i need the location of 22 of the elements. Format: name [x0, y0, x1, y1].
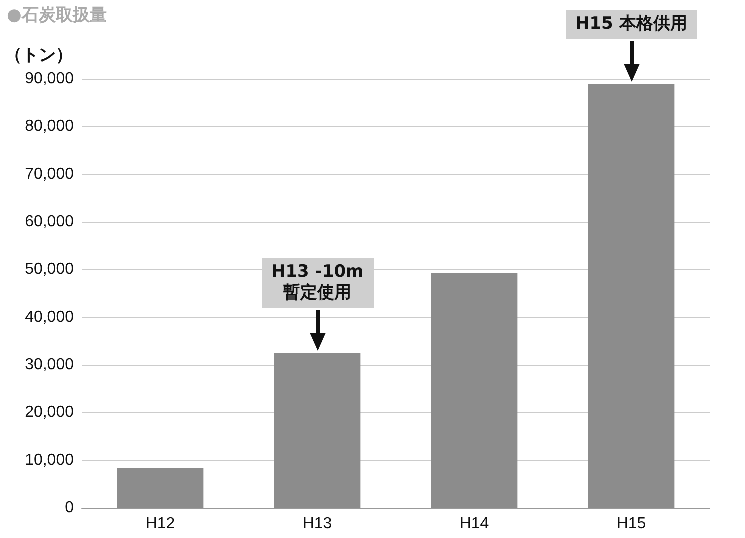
- bar: [274, 353, 361, 508]
- y-tick-label: 10,000: [25, 452, 74, 469]
- bar: [431, 273, 518, 508]
- y-tick-label: 90,000: [25, 70, 74, 88]
- y-tick-label: 20,000: [25, 404, 74, 422]
- y-tick-label: 50,000: [25, 261, 74, 278]
- y-axis-title: （トン）: [5, 46, 73, 66]
- annotation: H13 -10m 暫定使用: [262, 258, 374, 308]
- y-tick-label: 30,000: [25, 356, 74, 374]
- annotation: H15 本格供用: [566, 10, 698, 40]
- y-tick-label: 70,000: [25, 166, 74, 183]
- x-tick-label: H12: [146, 516, 176, 532]
- y-tick-label: 60,000: [25, 214, 74, 230]
- x-tick-label: H14: [460, 516, 490, 532]
- x-tick-label: H15: [616, 516, 646, 532]
- y-tick-label: 0: [65, 500, 74, 516]
- chart-title: ●石炭取扱量: [7, 6, 107, 26]
- y-tick-label: 80,000: [25, 118, 74, 136]
- y-tick-label: 40,000: [25, 308, 74, 326]
- x-tick-label: H13: [302, 516, 332, 532]
- bar: [117, 468, 204, 508]
- bar: [588, 84, 675, 508]
